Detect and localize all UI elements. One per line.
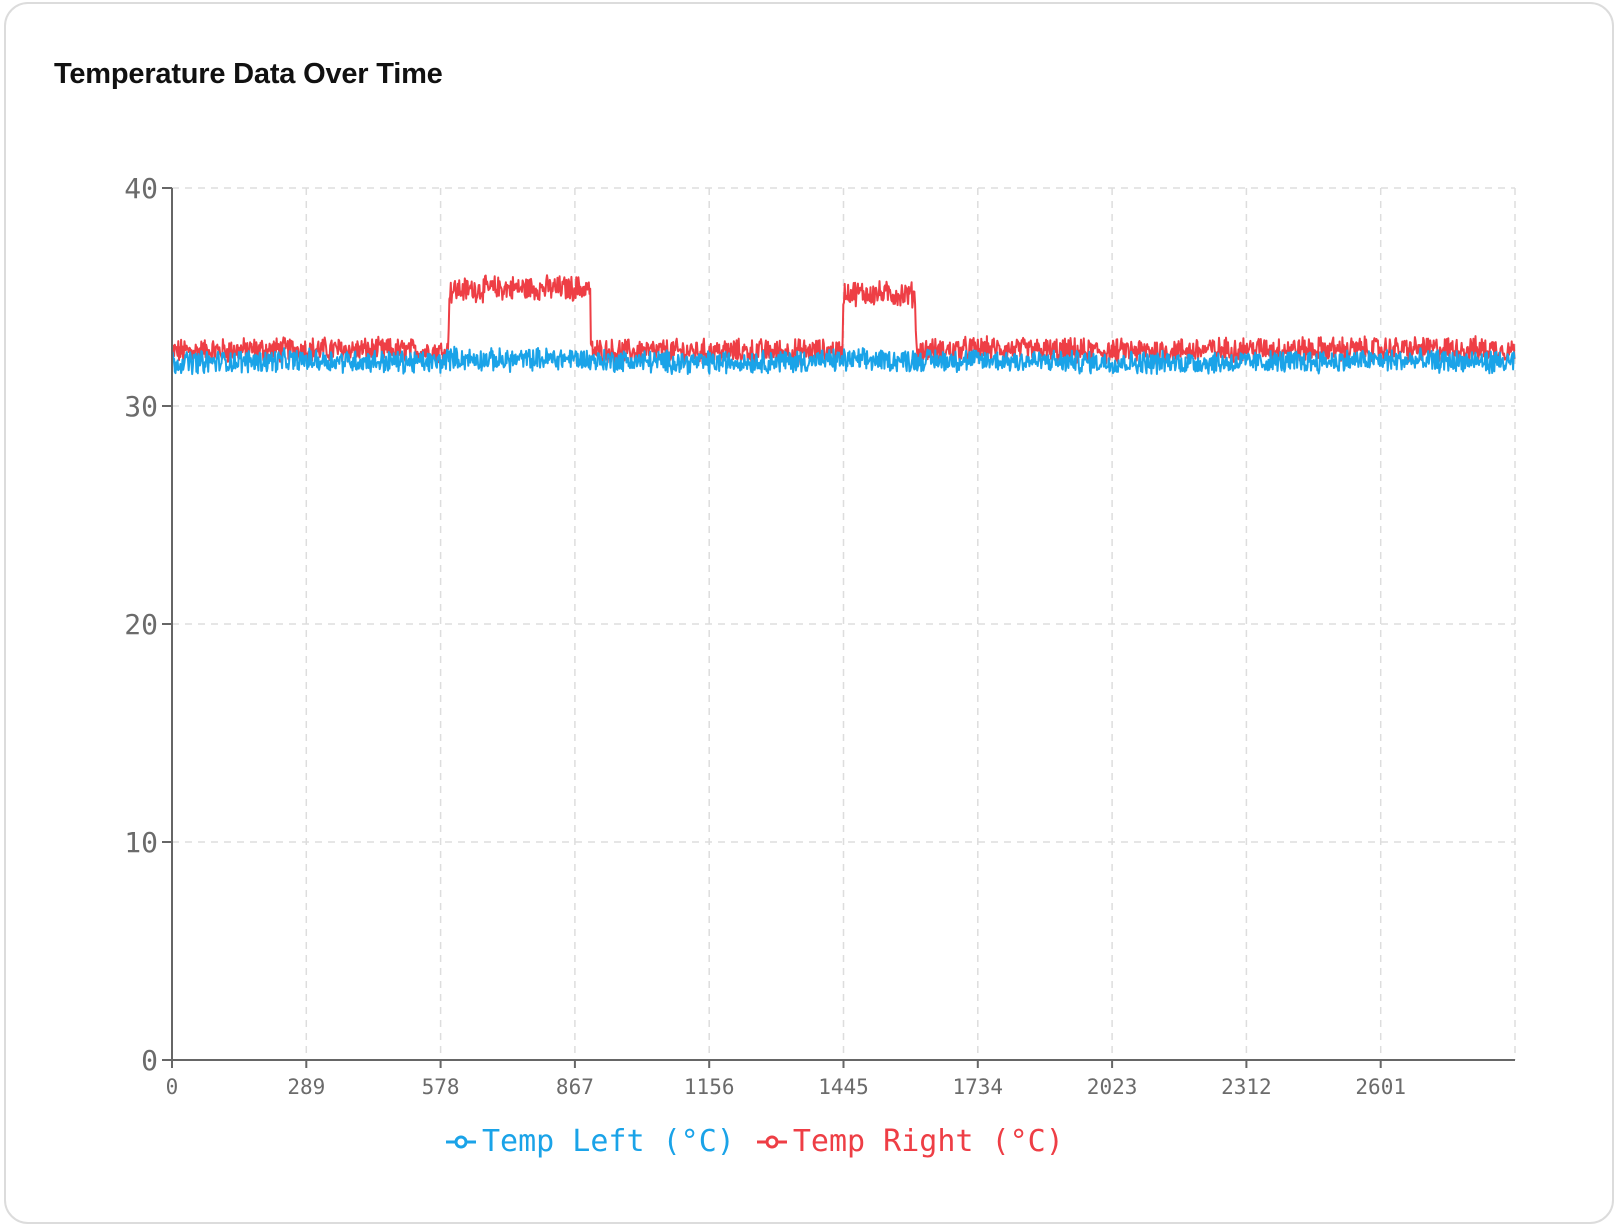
legend-marker-temp-left: [446, 1135, 476, 1148]
series-lines: [171, 274, 1516, 376]
y-tick-label: 30: [124, 390, 158, 423]
legend-item-temp-left[interactable]: Temp Left (°C): [446, 1124, 735, 1159]
y-tick-label: 0: [141, 1044, 158, 1077]
y-tick-label: 40: [124, 172, 158, 205]
x-tick-label: 578: [422, 1075, 460, 1099]
x-tick-label: 0: [166, 1075, 179, 1099]
legend-label-temp-right: Temp Right (°C): [792, 1124, 1064, 1159]
x-tick-label: 2312: [1221, 1075, 1272, 1099]
axes: [162, 187, 1515, 1068]
x-tick-label: 2023: [1087, 1075, 1138, 1099]
x-tick-label: 289: [287, 1075, 325, 1099]
chart-card: Temperature Data Over Time: [4, 2, 1614, 1224]
y-tick-label: 20: [124, 608, 158, 641]
legend-item-temp-right[interactable]: Temp Right (°C): [756, 1124, 1064, 1159]
x-tick-label: 1734: [953, 1075, 1004, 1099]
legend: Temp Left (°C) Temp Right (°C): [446, 1124, 1064, 1159]
series-line-temp-left: [171, 345, 1516, 376]
tick-labels: 0 10 20 30 40 0 289 578 867 1156 1445 1734 2023 2312 2…: [124, 172, 1406, 1099]
chart-title: Temperature Data Over Time: [54, 58, 443, 90]
x-tick-label: 1445: [818, 1075, 869, 1099]
legend-label-temp-left: Temp Left (°C): [482, 1124, 735, 1159]
x-tick-label: 867: [556, 1075, 594, 1099]
y-tick-label: 10: [124, 826, 158, 859]
legend-marker-temp-right: [756, 1135, 787, 1148]
x-tick-label: 1156: [684, 1075, 735, 1099]
x-tick-label: 2601: [1355, 1075, 1406, 1099]
